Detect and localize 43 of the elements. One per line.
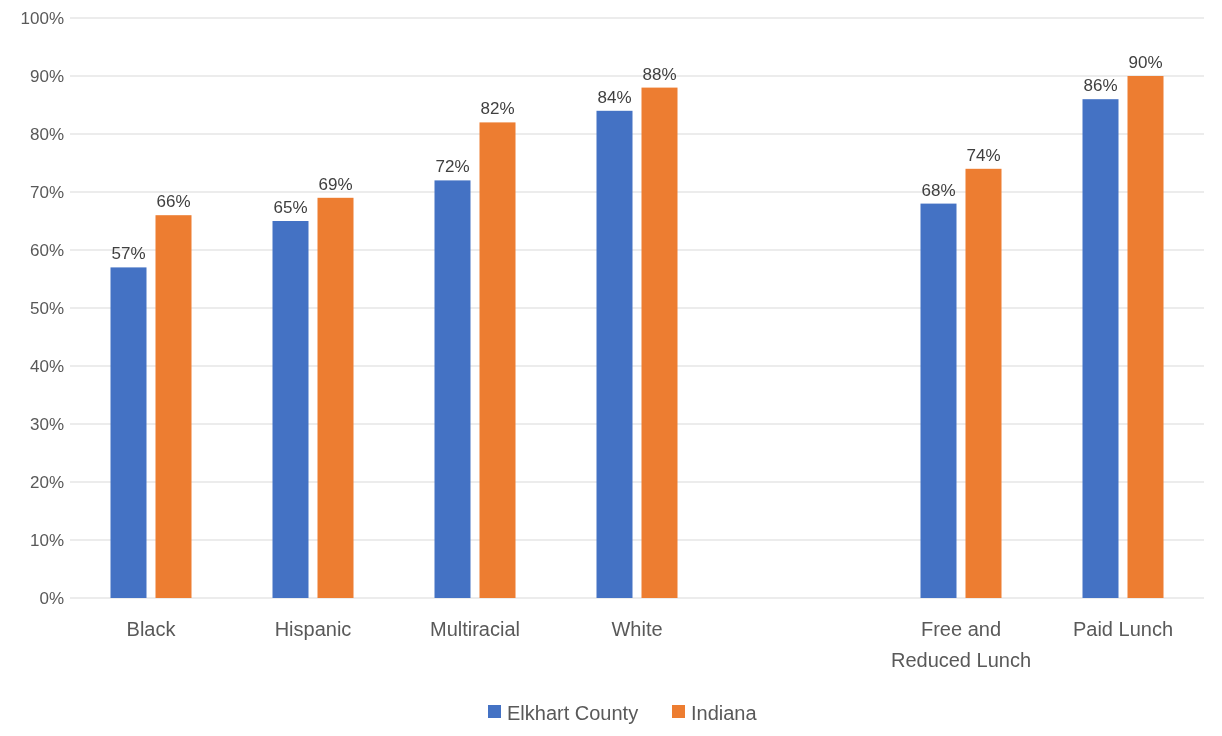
x-tick-label: White	[611, 618, 663, 640]
y-tick-label: 90%	[29, 66, 64, 86]
bar	[110, 267, 147, 598]
bar	[317, 197, 354, 598]
y-tick-label: 70%	[29, 182, 64, 202]
y-tick-label: 50%	[29, 298, 64, 318]
bar	[596, 110, 633, 598]
data-label: 65%	[273, 198, 308, 217]
bar	[434, 180, 471, 598]
data-label: 82%	[480, 99, 515, 119]
y-tick-label: 10%	[29, 530, 64, 550]
data-label: 69%	[318, 174, 353, 194]
data-label: 57%	[111, 244, 146, 264]
data-label: 90%	[1128, 53, 1163, 72]
legend-label: Indiana	[691, 702, 758, 724]
bar	[1082, 99, 1119, 598]
legend-label: Elkhart County	[507, 702, 639, 724]
data-label: 72%	[435, 157, 470, 177]
bar	[155, 215, 192, 598]
y-tick-label: 40%	[29, 356, 64, 376]
y-tick-label: 60%	[29, 240, 64, 260]
data-label: 86%	[1083, 76, 1118, 96]
data-label: 66%	[156, 192, 191, 212]
bar	[641, 87, 678, 598]
data-label: 68%	[921, 180, 956, 200]
x-tick-label: Free and Reduced Lunch	[890, 618, 1032, 671]
x-tick-label: Black	[126, 618, 177, 640]
y-tick-label: 100%	[20, 8, 64, 28]
bar	[272, 221, 309, 598]
data-label: 74%	[966, 145, 1001, 165]
bar	[920, 203, 957, 598]
bar	[965, 168, 1002, 598]
data-label: 88%	[642, 64, 677, 84]
x-tick-label: Paid Lunch	[1072, 618, 1174, 640]
bar	[1127, 76, 1164, 598]
data-label: 84%	[597, 87, 632, 107]
y-tick-label: 30%	[29, 414, 64, 434]
x-tick-label: Multiracial	[429, 618, 521, 640]
x-tick-label: Hispanic	[274, 618, 352, 640]
y-tick-label: 0%	[39, 588, 64, 608]
y-tick-label: 80%	[29, 124, 64, 144]
bar	[479, 122, 516, 598]
y-tick-label: 20%	[29, 472, 64, 492]
